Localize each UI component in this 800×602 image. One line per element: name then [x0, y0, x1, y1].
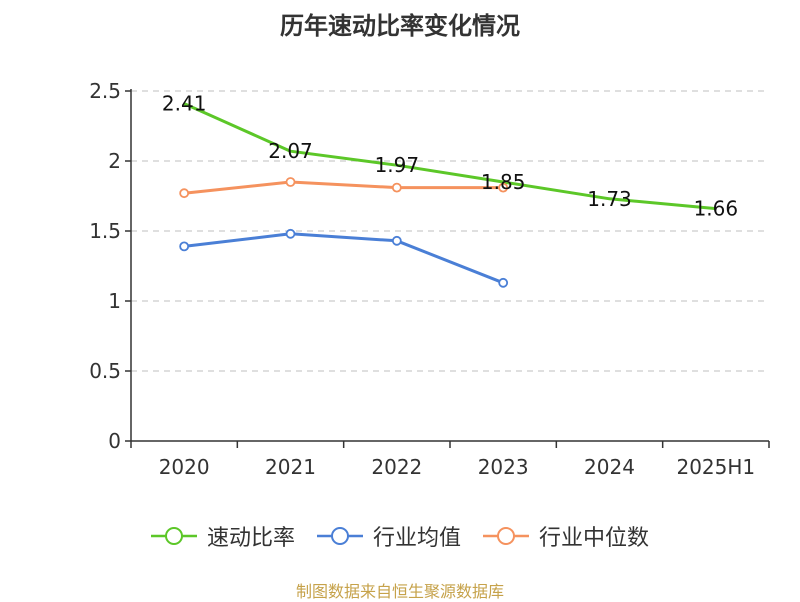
- data-label: 1.85: [481, 170, 526, 194]
- y-tick-label: 1.5: [89, 219, 121, 243]
- y-tick-label: 1: [108, 289, 121, 313]
- source-note: 制图数据来自恒生聚源数据库: [295, 582, 504, 601]
- series-line-1: [183, 232, 504, 285]
- legend: 速动比率 行业均值 行业中位数: [0, 520, 800, 552]
- data-point: [179, 188, 190, 199]
- data-point: [391, 182, 402, 193]
- x-tick-label: 2021: [265, 455, 316, 479]
- legend-item[interactable]: 行业均值: [316, 520, 461, 552]
- data-point: [285, 228, 296, 239]
- data-label: 1.66: [694, 197, 739, 221]
- data-label: 2.07: [268, 139, 313, 163]
- y-tick-label: 0.5: [89, 359, 121, 383]
- legend-swatch: [316, 527, 363, 545]
- legend-swatch: [483, 527, 529, 545]
- series-lines: [179, 102, 716, 288]
- x-tick-label: 2023: [478, 455, 529, 479]
- legend-swatch: [150, 527, 197, 545]
- chart-title: 历年速动比率变化情况: [280, 12, 520, 40]
- x-tick-label: 2022: [371, 455, 422, 479]
- x-tick-label: 2024: [584, 455, 635, 479]
- data-label: 1.97: [375, 153, 420, 177]
- legend-item[interactable]: 速动比率: [150, 520, 295, 552]
- grid-lines: [131, 90, 769, 372]
- axes: 0 0.5 1 1.5 2 2.5 2020 2021 2022 2023 2024 2025H1: [89, 79, 770, 479]
- x-tick-label: 2020: [159, 455, 210, 479]
- y-tick-label: 2.5: [89, 79, 121, 103]
- series-line-2: [184, 180, 504, 195]
- legend-label: 速动比率: [206, 526, 295, 551]
- data-label: 1.73: [587, 187, 632, 211]
- data-point: [179, 241, 190, 252]
- data-point: [498, 277, 509, 288]
- data-point: [391, 235, 402, 246]
- y-tick-label: 0: [108, 429, 121, 453]
- legend-label: 行业均值: [372, 526, 461, 551]
- data-labels: 2.41 2.07 1.97 1.85 1.73 1.66: [162, 92, 738, 221]
- data-label: 2.41: [162, 92, 207, 116]
- series-line-0: [183, 102, 716, 211]
- legend-item[interactable]: 行业中位数: [483, 520, 649, 552]
- data-point: [285, 177, 296, 187]
- data-point: [498, 182, 509, 193]
- y-tick-label: 2: [108, 149, 121, 173]
- x-tick-label: 2025H1: [676, 455, 755, 479]
- legend-label: 行业中位数: [539, 526, 650, 551]
